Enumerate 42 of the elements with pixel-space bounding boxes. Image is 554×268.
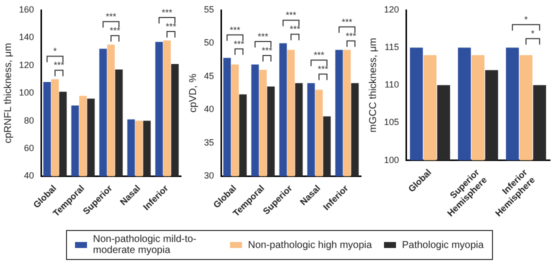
y-tick-label: 40 <box>204 104 214 114</box>
y-tick-label: 120 <box>384 4 400 14</box>
annotation: *** <box>262 46 273 56</box>
y-tick-label: 55 <box>204 4 214 14</box>
annotation: *** <box>290 24 301 34</box>
annotation: *** <box>314 50 325 60</box>
y-tick-label: 105 <box>384 117 400 128</box>
annotation: *** <box>258 32 269 42</box>
annotation: *** <box>230 24 241 35</box>
annotation: * <box>531 28 536 39</box>
y-axis-title: cpVD, % <box>188 74 199 113</box>
annotation: *** <box>286 10 297 20</box>
y-tick-label: 80 <box>24 115 34 126</box>
y-tick-label: 35 <box>204 137 214 148</box>
y-tick-label: 100 <box>384 154 400 165</box>
annotation: *** <box>166 21 177 32</box>
y-tick-label: 50 <box>204 38 214 48</box>
annotation: *** <box>110 26 121 36</box>
annotation: *** <box>318 64 329 74</box>
legend-label: Non-pathologic high myopia <box>248 240 372 250</box>
annotation: *** <box>162 7 173 18</box>
annotation: * <box>53 46 58 56</box>
annotation: *** <box>106 12 117 22</box>
y-tick-label: 140 <box>18 32 34 42</box>
y-tick-label: 100 <box>18 88 34 98</box>
y-tick-label: 120 <box>18 60 34 70</box>
y-tick-label: 30 <box>204 170 214 181</box>
annotation: *** <box>234 38 245 49</box>
legend-label: Pathologic myopia <box>402 240 484 250</box>
y-axis-title: mGCC thickness, μm <box>368 38 379 132</box>
y-tick-label: 115 <box>384 42 400 52</box>
y-tick-label: 110 <box>384 80 400 90</box>
annotation: *** <box>342 16 353 27</box>
annotation: *** <box>346 30 357 41</box>
annotation: *** <box>54 60 65 70</box>
y-tick-label: 40 <box>24 170 34 181</box>
annotation: * <box>524 14 528 25</box>
y-tick-label: 160 <box>18 4 34 14</box>
y-axis-title: cpRNFL thickness, μm <box>2 42 14 144</box>
legend-label: Non-pathologic mild-to-moderate myopia <box>93 234 198 256</box>
y-tick-label: 45 <box>204 70 214 81</box>
y-tick-label: 60 <box>24 142 34 153</box>
